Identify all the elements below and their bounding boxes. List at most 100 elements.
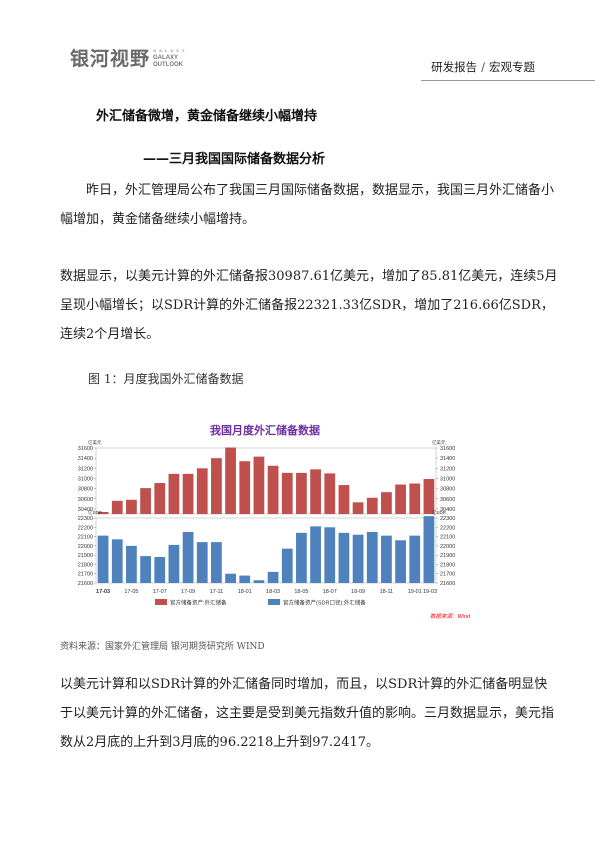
y-tick-label-right: 21800 [440, 562, 455, 568]
sdr-reserve-bar [281, 548, 293, 583]
y-tick-label: 21800 [78, 562, 93, 568]
sdr-reserve-bar [111, 539, 123, 583]
sdr-reserve-bar [310, 526, 321, 583]
sdr-reserve-bar [211, 542, 222, 583]
figure-caption: 图 1：月度我国外汇储备数据 [88, 372, 244, 386]
y-unit-left: 亿SDR [88, 509, 103, 516]
x-tick-label: 18-01 [238, 589, 252, 595]
x-tick-label: 18-03 [266, 589, 280, 595]
logo-chinese: 银河视野 [70, 48, 151, 70]
usd-reserve-bar [239, 461, 251, 514]
x-tick-label: 18-07 [323, 589, 337, 595]
report-category: 研发报告 / 宏观专题 [431, 59, 535, 75]
usd-reserve-bar [409, 483, 421, 514]
paragraph-3: 以美元计算和以SDR计算的外汇储备同时增加，而且，以SDR计算的外汇储备明显快于… [60, 677, 555, 750]
y-tick-label: 31400 [78, 456, 93, 462]
sdr-reserve-bar [381, 535, 392, 583]
y-tick-label-right: 21900 [440, 553, 455, 559]
usd-reserve-bar [182, 473, 194, 514]
sdr-reserve-bar [225, 573, 236, 583]
legend-swatch-usd [155, 599, 167, 605]
usd-reserve-bar [126, 499, 137, 514]
subcategory-label: 宏观专题 [489, 60, 535, 74]
y-tick-label-right: 22300 [440, 516, 455, 522]
sdr-reserve-bar [338, 532, 350, 583]
y-tick-label: 31200 [78, 466, 93, 472]
legend-label-usd: 官方储备资产:外汇储备 [170, 599, 227, 607]
y-tick-label-right: 31000 [440, 476, 455, 482]
sdr-reserve-bar [395, 540, 406, 583]
paragraph-2: 数据显示，以美元计算的外汇储备报30987.61亿美元，增加了85.81亿美元，… [60, 269, 558, 342]
chart-source-note: 数据来源：Wind [430, 613, 470, 620]
x-tick-label: 17-09 [181, 589, 195, 595]
x-tick-label: 18-11 [380, 589, 394, 595]
usd-reserve-bar [352, 502, 364, 514]
plot-frame [95, 517, 437, 584]
usd-reserve-bar [338, 485, 350, 514]
y-tick-label: 22000 [78, 544, 93, 550]
y-tick-label-right: 31200 [440, 466, 455, 472]
usd-reserve-bar [267, 465, 279, 514]
sdr-reserve-bar [182, 531, 194, 583]
header-divider [421, 80, 595, 81]
y-tick-label-right: 22000 [440, 544, 455, 550]
sdr-reserve-bar [154, 557, 166, 583]
figure-source: 资料来源：国家外汇管理局 银河期货研究所 WIND [60, 642, 265, 652]
usd-reserve-bar [196, 468, 208, 514]
x-tick-label: 17-11 [210, 589, 224, 595]
usd-reserve-bar [366, 497, 378, 514]
main-title: 外汇储备微增，黄金储备继续小幅增持 [96, 109, 318, 124]
sdr-reserve-bar [126, 545, 137, 583]
y-tick-label-right: 22200 [440, 525, 455, 531]
usd-reserve-bar [281, 472, 293, 514]
usd-reserve-bar [395, 484, 406, 514]
y-tick-label: 21600 [78, 581, 93, 587]
sdr-reserve-bar [239, 575, 251, 583]
paragraph-1: 昨日，外汇管理局公布了我国三月国际储备数据，数据显示，我国三月外汇储备小幅增加，… [60, 183, 555, 227]
chart-svg: 我国月度外汇储备数据 30400 30600 30800 31000 31200 3140… [78, 423, 471, 620]
category-label: 研发报告 [431, 60, 478, 74]
y-tick-label: 21700 [78, 572, 93, 578]
sdr-reserve-bar [366, 531, 378, 583]
y-tick-label: 30800 [78, 487, 93, 493]
sdr-reserve-bar [196, 542, 208, 583]
fx-reserve-chart: 我国月度外汇储备数据 30400 30600 30800 31000 31200 3140… [60, 418, 471, 628]
y-tick-label-right: 31400 [440, 456, 455, 462]
usd-reserve-bar [211, 458, 222, 514]
sdr-reserve-bar [409, 535, 421, 583]
y-tick-label: 31000 [78, 476, 93, 482]
y-unit-left: 亿美元 [88, 439, 102, 446]
plot-frame [95, 447, 437, 515]
logo-english: G A L A X Y GALAXY OUTLOOK [153, 47, 186, 68]
sdr-reserve-bar [97, 535, 109, 583]
sdr-reserve-bar [296, 532, 307, 583]
x-tick-label: 17-07 [153, 589, 167, 595]
y-tick-label-right: 21600 [440, 581, 455, 587]
sdr-reserve-bar [352, 534, 364, 583]
x-tick-label: 17-03 [96, 589, 110, 595]
y-tick-label-right: 31600 [440, 446, 455, 452]
sdr-reserve-bar [168, 544, 180, 583]
usd-reserve-bar [225, 447, 236, 514]
legend-label-sdr: 官方储备资产(SDR口径):外汇储备 [283, 599, 366, 607]
usd-reserve-bar [168, 473, 180, 514]
sdr-reserve-bar [140, 556, 151, 583]
x-tick-label: 19-01 [408, 589, 422, 595]
x-tick-label: 18-09 [351, 589, 365, 595]
legend-swatch-sdr [268, 599, 280, 605]
usd-reserve-bar [296, 472, 307, 514]
usd-reserve-bar [253, 456, 265, 514]
y-tick-label: 21900 [78, 553, 93, 559]
y-tick-label: 31600 [78, 446, 93, 452]
y-tick-label-right: 30400 [440, 507, 455, 513]
usd-reserve-bar [140, 488, 151, 514]
sdr-reserve-bar [253, 580, 265, 583]
sdr-reserve-bar [267, 571, 279, 583]
usd-reserve-bar [381, 492, 392, 514]
y-unit-right: 亿SDR [432, 509, 447, 516]
sdr-reserve-bar [423, 516, 435, 583]
sub-title: ——三月我国国际储备数据分析 [143, 152, 326, 167]
usd-reserve-bar [423, 478, 435, 514]
x-tick-label: 19-03 [423, 589, 437, 595]
chart-title: 我国月度外汇储备数据 [210, 423, 320, 437]
